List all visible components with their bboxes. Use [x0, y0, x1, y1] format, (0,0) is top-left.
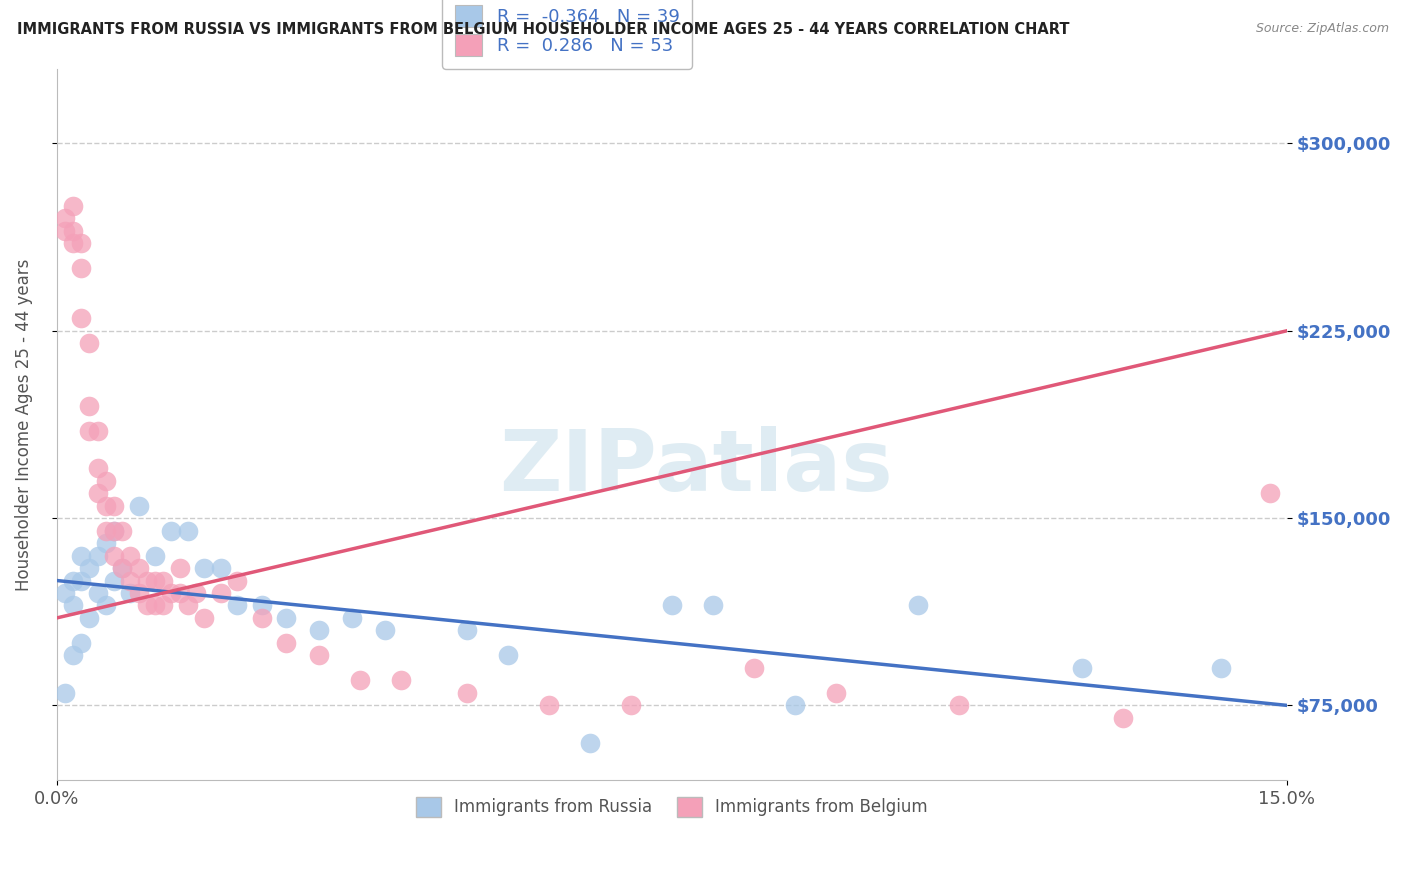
Point — [456, 624, 478, 638]
Point — [111, 524, 134, 538]
Point — [128, 561, 150, 575]
Point — [94, 599, 117, 613]
Point — [94, 536, 117, 550]
Point — [340, 611, 363, 625]
Point — [169, 561, 191, 575]
Point — [79, 611, 101, 625]
Point — [62, 574, 84, 588]
Point — [62, 648, 84, 663]
Point — [62, 224, 84, 238]
Point — [276, 636, 298, 650]
Point — [70, 311, 93, 326]
Point — [226, 574, 249, 588]
Text: IMMIGRANTS FROM RUSSIA VS IMMIGRANTS FROM BELGIUM HOUSEHOLDER INCOME AGES 25 - 4: IMMIGRANTS FROM RUSSIA VS IMMIGRANTS FRO… — [17, 22, 1070, 37]
Legend: Immigrants from Russia, Immigrants from Belgium: Immigrants from Russia, Immigrants from … — [408, 789, 936, 825]
Point — [661, 599, 683, 613]
Point — [948, 698, 970, 713]
Point — [79, 424, 101, 438]
Point — [250, 611, 273, 625]
Text: Source: ZipAtlas.com: Source: ZipAtlas.com — [1256, 22, 1389, 36]
Point — [537, 698, 560, 713]
Point — [70, 236, 93, 251]
Point — [53, 224, 76, 238]
Point — [62, 199, 84, 213]
Point — [143, 574, 166, 588]
Point — [349, 673, 371, 688]
Point — [103, 549, 125, 563]
Point — [103, 524, 125, 538]
Y-axis label: Householder Income Ages 25 - 44 years: Householder Income Ages 25 - 44 years — [15, 258, 32, 591]
Point — [120, 586, 142, 600]
Point — [94, 524, 117, 538]
Point — [226, 599, 249, 613]
Point — [86, 586, 108, 600]
Point — [120, 574, 142, 588]
Point — [62, 599, 84, 613]
Point — [1112, 711, 1135, 725]
Point — [53, 686, 76, 700]
Point — [94, 474, 117, 488]
Point — [1070, 661, 1092, 675]
Point — [193, 611, 215, 625]
Text: ZIPatlas: ZIPatlas — [499, 425, 893, 508]
Point — [496, 648, 519, 663]
Point — [128, 499, 150, 513]
Point — [456, 686, 478, 700]
Point — [62, 236, 84, 251]
Point — [86, 424, 108, 438]
Point — [79, 399, 101, 413]
Point — [53, 211, 76, 226]
Point — [308, 624, 330, 638]
Point — [1211, 661, 1233, 675]
Point — [276, 611, 298, 625]
Point — [103, 499, 125, 513]
Point — [783, 698, 806, 713]
Point — [94, 499, 117, 513]
Point — [184, 586, 207, 600]
Point — [308, 648, 330, 663]
Point — [1260, 486, 1282, 500]
Point — [135, 599, 157, 613]
Point — [578, 736, 600, 750]
Point — [702, 599, 724, 613]
Point — [53, 586, 76, 600]
Point — [250, 599, 273, 613]
Point — [111, 561, 134, 575]
Point — [70, 261, 93, 276]
Point — [128, 586, 150, 600]
Point — [824, 686, 846, 700]
Point — [103, 574, 125, 588]
Point — [79, 336, 101, 351]
Point — [742, 661, 765, 675]
Point — [177, 524, 200, 538]
Point — [120, 549, 142, 563]
Point — [135, 574, 157, 588]
Point — [103, 524, 125, 538]
Point — [86, 549, 108, 563]
Point — [389, 673, 412, 688]
Point — [169, 586, 191, 600]
Point — [111, 561, 134, 575]
Point — [620, 698, 643, 713]
Point — [152, 599, 174, 613]
Point — [70, 636, 93, 650]
Point — [209, 561, 232, 575]
Point — [160, 524, 183, 538]
Point — [70, 549, 93, 563]
Point — [143, 549, 166, 563]
Point — [193, 561, 215, 575]
Point — [177, 599, 200, 613]
Point — [86, 461, 108, 475]
Point — [160, 586, 183, 600]
Point — [907, 599, 929, 613]
Point — [86, 486, 108, 500]
Point — [209, 586, 232, 600]
Point — [79, 561, 101, 575]
Point — [374, 624, 396, 638]
Point — [70, 574, 93, 588]
Point — [143, 599, 166, 613]
Point — [152, 574, 174, 588]
